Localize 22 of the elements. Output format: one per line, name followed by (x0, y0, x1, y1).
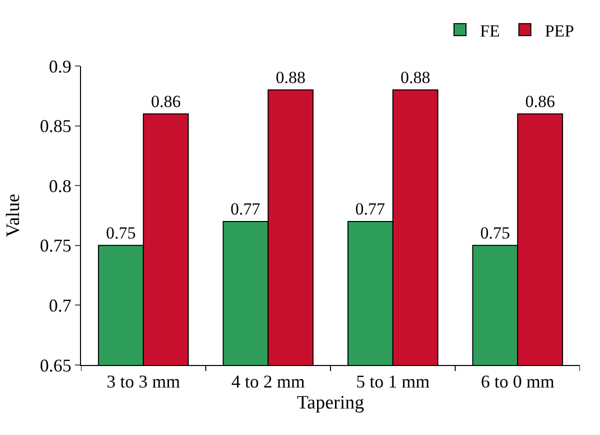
data-label: 0.86 (525, 92, 555, 111)
x-tick-label: 5 to 1 mm (356, 372, 430, 392)
data-label: 0.75 (106, 223, 136, 242)
data-label: 0.77 (355, 199, 386, 218)
y-tick-label: 0.8 (48, 176, 72, 196)
x-tick-label: 4 to 2 mm (231, 372, 305, 392)
y-tick-label: 0.65 (40, 355, 72, 376)
data-label: 0.86 (150, 92, 181, 111)
data-label: 0.75 (480, 223, 510, 242)
legend-label: PEP (544, 21, 574, 40)
x-tick-label: 6 to 0 mm (480, 372, 554, 392)
data-label: 0.77 (230, 199, 261, 218)
y-tick-label: 0.9 (48, 56, 72, 76)
y-tick-label: 0.75 (40, 236, 72, 256)
y-axis-title: Value (2, 194, 24, 238)
data-label: 0.88 (276, 68, 306, 87)
y-tick-label: 0.7 (48, 296, 72, 316)
legend-label: FE (480, 21, 500, 40)
data-label: 0.88 (400, 68, 430, 87)
x-tick-label: 3 to 3 mm (106, 372, 180, 392)
y-tick-label: 0.85 (40, 116, 72, 136)
x-axis-title: Tapering (296, 392, 365, 414)
